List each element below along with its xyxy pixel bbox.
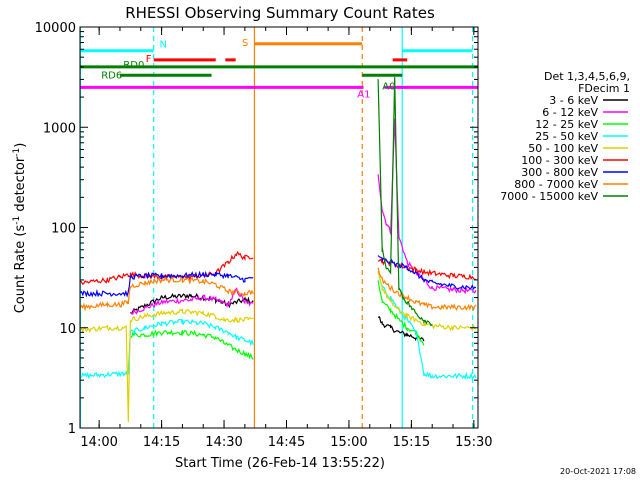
series-line-3 bbox=[80, 271, 477, 381]
legend-label-6: 300 - 800 keV bbox=[521, 166, 598, 179]
series-line-4 bbox=[80, 271, 477, 423]
y-tick-label: 1 bbox=[68, 422, 76, 437]
x-tick-label: 14:30 bbox=[205, 435, 242, 450]
flag-label-rd0: RD0 bbox=[123, 60, 144, 71]
legend-header-line-1: Det 1,3,4,5,6,9, bbox=[544, 70, 630, 83]
x-tick-label: 14:15 bbox=[143, 435, 180, 450]
legend-label-4: 50 - 100 keV bbox=[528, 142, 598, 155]
flag-label-a1: A1 bbox=[357, 89, 370, 100]
y-tick-label: 10000 bbox=[35, 21, 76, 36]
flag-label-a0: A0 bbox=[382, 81, 395, 92]
y-tick-label: 1000 bbox=[43, 121, 76, 136]
x-tick-label: 15:30 bbox=[455, 435, 492, 450]
footer-timestamp: 20-Oct-2021 17:08 bbox=[560, 467, 636, 476]
x-tick-label: 14:45 bbox=[268, 435, 305, 450]
y-tick-label: 100 bbox=[51, 222, 76, 237]
series-line-0 bbox=[129, 292, 425, 342]
series-line-2 bbox=[130, 280, 425, 360]
x-tick-label: 15:15 bbox=[393, 435, 430, 450]
legend-label-7: 800 - 7000 keV bbox=[514, 178, 598, 191]
flag-label-s: S bbox=[242, 38, 248, 49]
x-axis-label: Start Time (26-Feb-14 13:55:22) bbox=[175, 456, 385, 471]
series-line-7 bbox=[80, 267, 477, 312]
legend-label-0: 3 - 6 keV bbox=[549, 94, 598, 107]
flag-label-f: F bbox=[146, 54, 152, 65]
legend-label-8: 7000 - 15000 keV bbox=[500, 190, 598, 203]
flag-label-n: N bbox=[160, 40, 167, 51]
series-line-6 bbox=[80, 255, 477, 298]
legend-label-1: 6 - 12 keV bbox=[542, 106, 598, 119]
legend-label-5: 100 - 300 keV bbox=[521, 154, 598, 167]
legend-header-line-2: FDecim 1 bbox=[578, 82, 630, 95]
y-axis-label: Count Rate (s-1 detector-1) bbox=[12, 143, 28, 314]
series-line-8 bbox=[377, 76, 433, 327]
legend-label-3: 25 - 50 keV bbox=[535, 130, 598, 143]
flag-label-rd6: RD6 bbox=[101, 70, 122, 81]
y-tick-label: 10 bbox=[59, 322, 76, 337]
x-tick-label: 14:00 bbox=[80, 435, 117, 450]
x-tick-label: 15:00 bbox=[330, 435, 367, 450]
chart-title: RHESSI Observing Summary Count Rates bbox=[125, 4, 435, 22]
legend-label-2: 12 - 25 keV bbox=[535, 118, 598, 131]
